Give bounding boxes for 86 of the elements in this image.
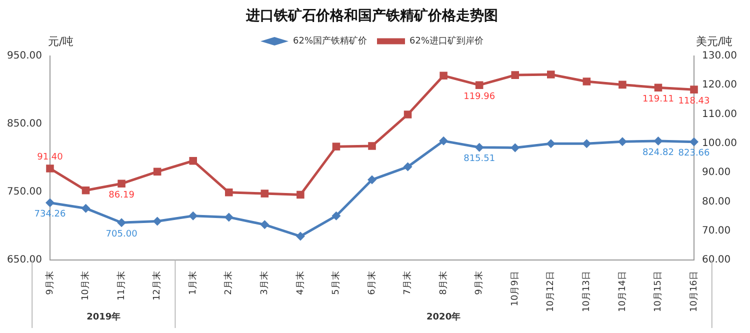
data-label: 815.51 <box>464 154 496 164</box>
point <box>152 216 162 226</box>
point <box>582 78 591 86</box>
y2-tick-label: 90.00 <box>702 167 731 178</box>
point <box>296 190 304 199</box>
point <box>260 220 270 230</box>
point <box>474 142 484 152</box>
x-tick-label: 11月末 <box>116 271 127 301</box>
point <box>511 71 520 79</box>
y-tick-label: 850.00 <box>6 118 42 130</box>
point <box>368 175 376 184</box>
x-tick-label: 4月末 <box>294 271 306 295</box>
y2-tick-label: 110.00 <box>702 108 738 120</box>
point <box>475 81 484 89</box>
point <box>510 143 520 152</box>
x-tick-label: 7月末 <box>402 271 414 295</box>
point <box>81 204 90 213</box>
point <box>224 212 234 222</box>
point <box>296 232 305 241</box>
point <box>118 180 126 188</box>
data-label: 824.82 <box>642 148 674 158</box>
y2-tick-label: 120.00 <box>702 80 738 91</box>
point <box>153 168 162 176</box>
point <box>546 139 556 148</box>
x-tick-label: 3月末 <box>259 271 270 295</box>
point <box>332 211 341 220</box>
point <box>332 142 340 150</box>
x-tick-label: 10月16日 <box>689 271 700 312</box>
point <box>404 110 412 118</box>
point <box>440 72 448 80</box>
x-tick-label: 10月9日 <box>510 271 520 306</box>
point <box>690 86 698 94</box>
point <box>403 162 412 172</box>
point <box>117 218 126 228</box>
point <box>654 136 663 146</box>
text: 2019年 <box>86 311 121 322</box>
data-label: 119.96 <box>464 92 496 102</box>
legend-label: 62%国产铁精矿价 <box>292 36 368 47</box>
data-label: 86.19 <box>108 190 135 201</box>
point <box>654 84 662 92</box>
y2-tick-label: 100.00 <box>702 138 738 149</box>
data-label: 118.43 <box>678 96 710 106</box>
x-tick-label: 9月末 <box>44 271 56 295</box>
x-tick-label: 10月15日 <box>654 271 664 312</box>
x-tick-label: 10月13日 <box>582 271 592 312</box>
x-tick-label: 9月末 <box>474 271 485 295</box>
legend-label: 62%进口矿到岸价 <box>410 36 484 47</box>
y2-tick-label: 70.00 <box>702 226 731 237</box>
point <box>618 80 626 89</box>
x-tick-label: 5月末 <box>330 271 342 295</box>
x-tick-label: 10月末 <box>80 271 92 301</box>
y-axis-title: 元/吨 <box>48 35 74 48</box>
point <box>224 188 233 196</box>
y2-tick-label: 60.00 <box>702 254 731 266</box>
point <box>46 164 54 172</box>
point <box>439 136 448 146</box>
point <box>82 186 90 194</box>
y2-axis-title: 美元/吨 <box>696 35 733 48</box>
x-tick-label: 10月12日 <box>546 271 556 312</box>
point <box>582 139 592 148</box>
x-tick-label: 8月末 <box>438 271 449 295</box>
y-tick-label: 750.00 <box>6 186 42 198</box>
y2-tick-label: 80.00 <box>702 196 731 208</box>
data-label: 91.40 <box>37 152 64 162</box>
data-label: 734.26 <box>34 210 66 220</box>
point <box>189 156 197 165</box>
x-tick-label: 6月末 <box>366 271 378 295</box>
x-tick-label: 12月末 <box>152 271 163 301</box>
point <box>188 211 198 220</box>
data-label: 119.11 <box>642 94 674 104</box>
y-tick-label: 950.00 <box>6 50 42 62</box>
point <box>45 198 54 208</box>
text: 2020年 <box>426 311 461 322</box>
point <box>260 190 269 198</box>
x-tick-label: 1月末 <box>187 271 198 295</box>
data-label: 823.66 <box>678 148 710 159</box>
y-tick-label: 650.00 <box>6 254 42 266</box>
x-tick-label: 2月末 <box>223 271 234 295</box>
data-label: 705.00 <box>106 229 138 240</box>
point <box>690 137 699 146</box>
x-tick-label: 10月14日 <box>618 271 628 312</box>
point <box>618 137 627 146</box>
point <box>547 70 555 78</box>
point <box>368 142 376 150</box>
y2-tick-label: 130.00 <box>702 50 738 62</box>
chart-title: 进口铁矿石价格和国产铁精矿价格走势图 <box>245 7 498 24</box>
